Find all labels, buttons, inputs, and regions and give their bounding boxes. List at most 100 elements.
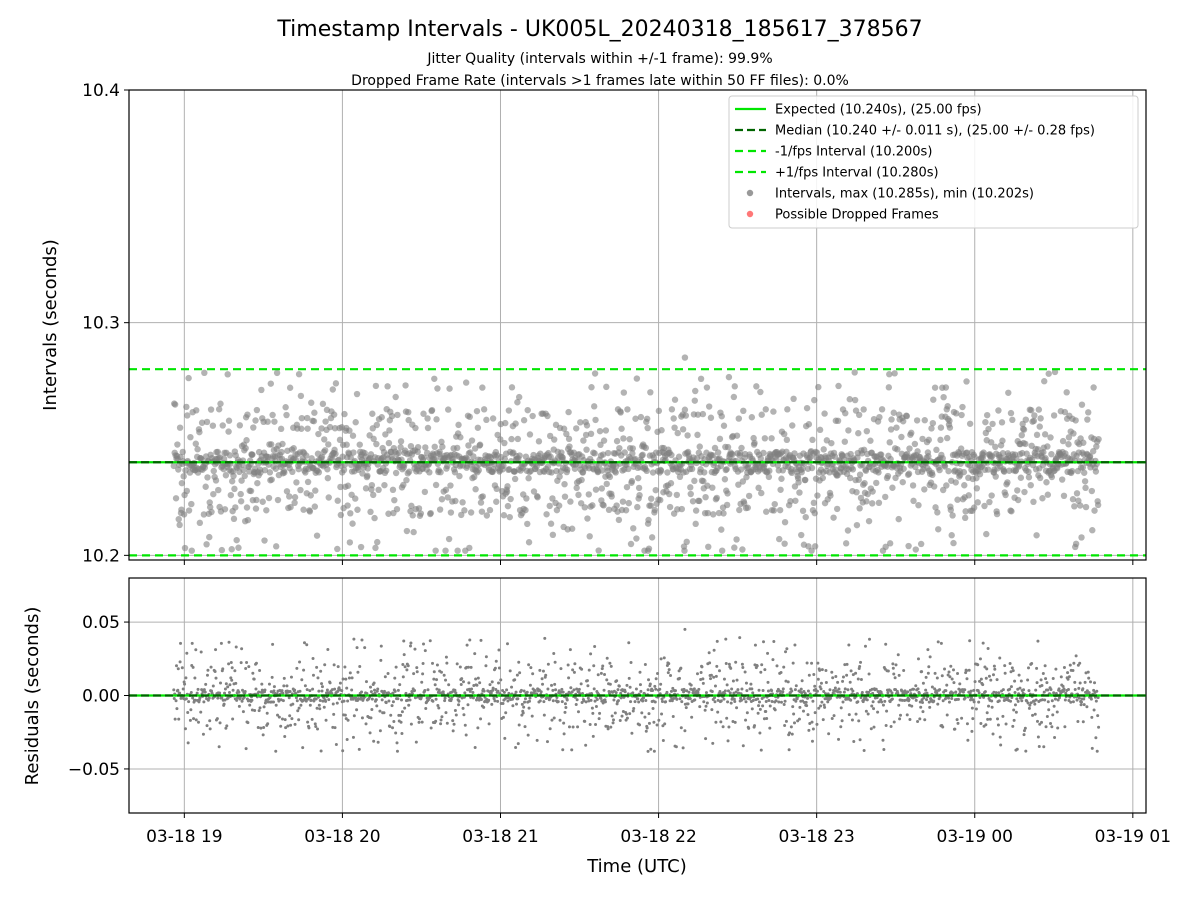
data-point <box>617 684 621 688</box>
data-point <box>338 681 342 685</box>
data-point <box>947 506 955 514</box>
data-point <box>853 521 861 529</box>
data-point <box>575 698 579 702</box>
data-point <box>591 370 599 377</box>
data-point <box>345 737 349 741</box>
data-point <box>705 403 713 410</box>
data-point <box>933 671 937 675</box>
data-point <box>599 451 607 458</box>
data-point <box>1074 654 1078 658</box>
data-point <box>1090 384 1097 391</box>
data-point <box>708 661 712 665</box>
data-point <box>393 676 397 680</box>
data-point <box>514 702 518 706</box>
data-point <box>683 729 687 733</box>
data-point <box>1046 688 1050 692</box>
data-point <box>399 720 403 724</box>
data-point <box>807 728 811 732</box>
data-point <box>819 474 826 482</box>
data-point <box>804 700 808 704</box>
data-point <box>564 466 571 473</box>
data-point <box>385 510 392 517</box>
data-point <box>789 422 796 429</box>
data-point <box>576 725 580 729</box>
data-point <box>605 506 613 514</box>
data-point <box>953 727 957 731</box>
data-point <box>218 721 222 725</box>
data-point <box>570 690 574 694</box>
data-point <box>781 687 785 691</box>
data-point <box>890 691 894 695</box>
data-point <box>896 691 900 695</box>
data-point <box>937 424 945 431</box>
data-point <box>714 720 718 724</box>
data-point <box>893 424 900 431</box>
data-point <box>237 498 245 505</box>
data-point <box>870 687 874 691</box>
data-point <box>750 707 754 711</box>
data-point <box>393 505 401 513</box>
data-point <box>700 477 707 485</box>
data-point <box>369 716 373 720</box>
data-point <box>632 415 639 422</box>
data-point <box>217 745 221 749</box>
data-point <box>657 467 665 475</box>
data-point <box>774 699 778 703</box>
data-point <box>745 492 753 500</box>
data-point <box>837 687 841 691</box>
data-point <box>335 701 339 705</box>
data-point <box>599 671 603 675</box>
data-point <box>864 490 871 498</box>
data-point <box>811 699 815 703</box>
data-point <box>468 437 476 444</box>
data-point <box>892 720 896 724</box>
data-point <box>1043 479 1050 486</box>
data-point <box>475 683 479 687</box>
data-point <box>998 656 1002 660</box>
data-point <box>724 661 728 665</box>
data-point <box>886 371 893 378</box>
data-point <box>611 721 615 725</box>
data-point <box>586 684 590 688</box>
data-point <box>837 737 841 741</box>
data-point <box>415 670 419 674</box>
data-point <box>517 723 521 727</box>
data-point <box>387 699 391 703</box>
data-point <box>847 713 851 717</box>
data-point <box>985 667 989 671</box>
data-point <box>626 435 633 443</box>
data-point <box>262 705 266 709</box>
data-point <box>414 443 422 451</box>
data-point <box>478 508 486 515</box>
data-point <box>1052 704 1056 708</box>
data-point <box>360 690 364 694</box>
data-point <box>1030 417 1038 425</box>
data-point <box>517 660 521 664</box>
data-point <box>1011 669 1015 673</box>
data-point <box>268 441 275 448</box>
y-tick-label-0: 10.2 <box>82 546 120 566</box>
data-point <box>671 396 679 403</box>
data-point <box>909 482 917 489</box>
data-point <box>457 434 464 441</box>
data-point <box>678 676 682 680</box>
data-point <box>757 700 761 704</box>
data-point <box>836 690 840 694</box>
data-point <box>877 700 881 704</box>
data-point <box>590 403 598 410</box>
data-point <box>523 697 527 701</box>
data-point <box>914 698 918 702</box>
data-point <box>1089 697 1093 701</box>
data-point <box>761 435 769 442</box>
data-point <box>271 642 275 646</box>
data-point <box>243 437 250 444</box>
data-point <box>1024 749 1028 753</box>
data-point <box>880 700 884 704</box>
data-point <box>591 711 595 715</box>
data-point <box>463 723 467 727</box>
data-point <box>734 660 738 664</box>
data-point <box>302 641 306 645</box>
data-point <box>282 404 289 411</box>
data-point <box>981 641 985 645</box>
data-point <box>520 417 528 424</box>
